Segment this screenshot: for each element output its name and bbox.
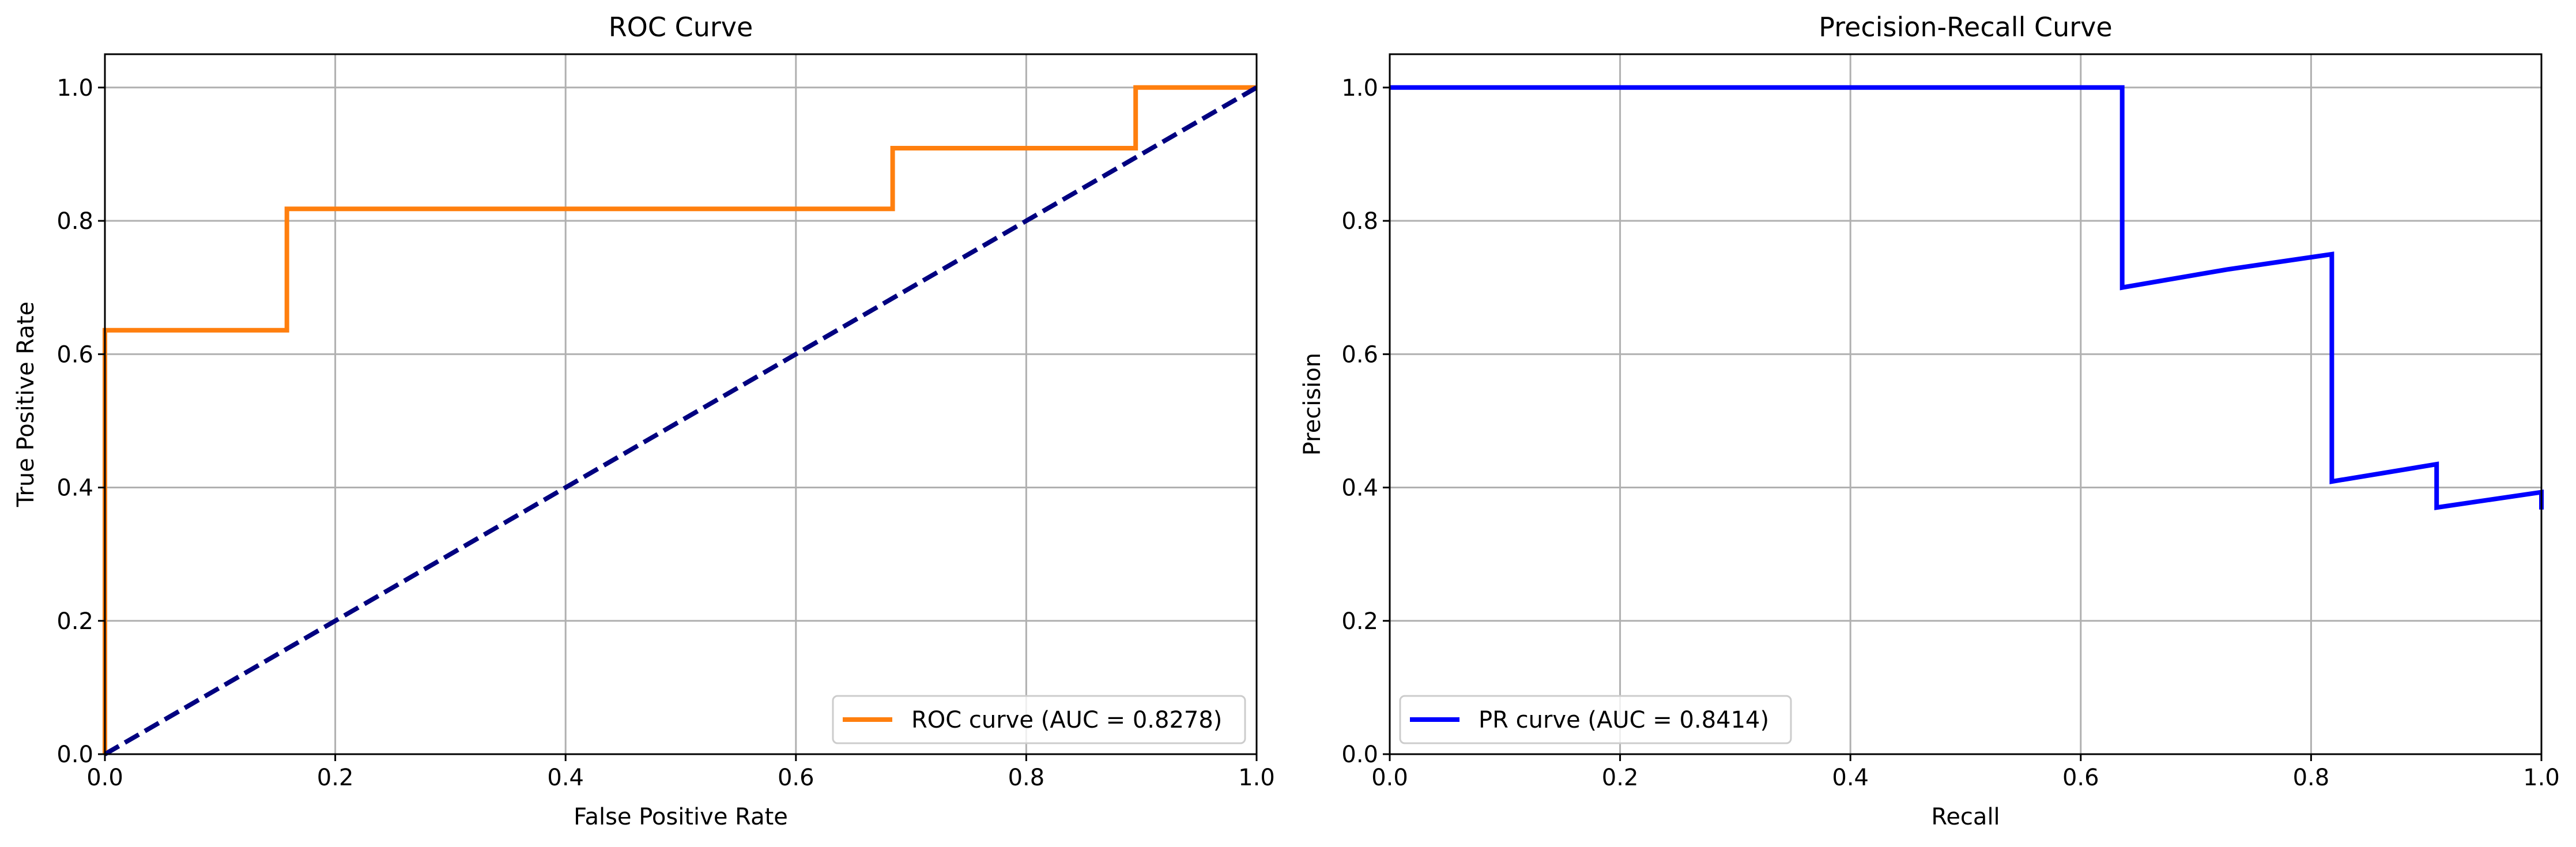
pr-legend-box [1399,695,1792,744]
roc-series-layer [103,85,1258,756]
roc-y-tick-label: 0.0 [56,741,93,768]
roc-x-tick-label: 0.6 [778,765,814,791]
pr-chart-title: Precision-Recall Curve [1819,12,2112,43]
roc-chart-title: ROC Curve [609,12,753,43]
pr-x-axis-label: Recall [1931,804,2000,830]
roc-y-tick-label: 0.6 [56,341,93,368]
roc-curve-line [103,85,1257,754]
roc-legend-box [832,695,1246,744]
pr-y-tick-label: 0.2 [1341,608,1378,635]
pr-plot-frame [1389,53,2543,755]
roc-plot-frame [104,53,1258,755]
roc-y-tick-label: 0.4 [56,475,93,502]
roc-x-tick-label: 0.2 [317,765,354,791]
pr-x-tick-label: 0.2 [1602,765,1639,791]
roc-y-tick-label: 0.8 [56,208,93,235]
roc-chart-panel: 0.0 0.2 0.4 0.6 0.8 1.0 0.0 0.2 0.4 0.6 0.8 1.0 ROC… [13,12,1275,830]
roc-chance-line [103,85,1258,756]
pr-curve-line [1390,85,2544,510]
pr-y-axis-label: Precision [1299,353,1326,456]
roc-axis-ticks: 0.0 0.2 0.4 0.6 0.8 1.0 0.0 0.2 0.4 0.6 0.8 1.0 [56,75,1274,791]
pr-x-tick-label: 0.6 [2062,765,2099,791]
pr-y-tick-label: 0.0 [1341,741,1378,768]
pr-legend-label: PR curve (AUC = 0.8414) [1479,707,1769,733]
roc-x-tick-label: 0.8 [1008,765,1045,791]
pr-y-tick-label: 0.4 [1341,475,1378,502]
roc-legend: ROC curve (AUC = 0.8278) [832,695,1246,744]
roc-y-axis-label: True Positive Rate [13,302,39,507]
roc-x-tick-label: 1.0 [1238,765,1275,791]
pr-x-tick-label: 0.4 [1832,765,1869,791]
pr-y-tick-label: 1.0 [1341,75,1378,101]
pr-legend: PR curve (AUC = 0.8414) [1399,695,1792,744]
pr-axis-ticks: 0.0 0.2 0.4 0.6 0.8 1.0 0.0 0.2 0.4 0.6 0.8 1.0 [1341,75,2559,791]
pr-y-tick-label: 0.6 [1341,341,1378,368]
roc-y-tick-label: 0.2 [56,608,93,635]
pr-series-layer [1390,85,2544,510]
roc-y-tick-label: 1.0 [56,75,93,101]
roc-x-tick-label: 0.4 [547,765,584,791]
roc-legend-label: ROC curve (AUC = 0.8278) [911,707,1222,733]
pr-x-tick-label: 1.0 [2523,765,2560,791]
pr-chart-panel: 0.0 0.2 0.4 0.6 0.8 1.0 0.0 0.2 0.4 0.6 0.8 1.0 Pre… [1299,12,2560,830]
roc-x-axis-label: False Positive Rate [574,804,788,830]
pr-y-tick-label: 0.8 [1341,208,1378,235]
roc-x-tick-label: 0.0 [86,765,123,791]
pr-x-tick-label: 0.0 [1371,765,1408,791]
pr-x-tick-label: 0.8 [2293,765,2330,791]
